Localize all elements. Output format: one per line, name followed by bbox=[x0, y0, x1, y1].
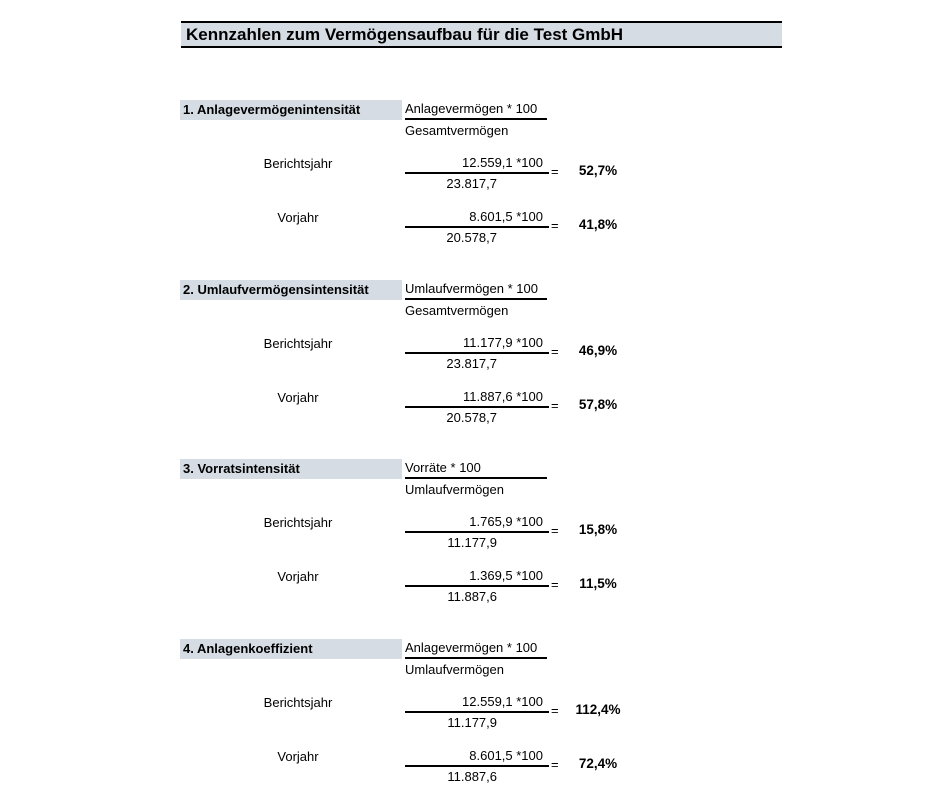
equals-sign: = bbox=[551, 523, 559, 538]
formula-denominator: Gesamtvermögen bbox=[405, 303, 509, 318]
section-umlaufvermoegensintensitaet: 2. Umlaufvermögensintensität Umlaufvermö… bbox=[0, 280, 926, 450]
calc-row-vorjahr: Vorjahr 8.601,5 *100 20.578,7 = 41,8% bbox=[0, 209, 926, 251]
fraction-numerator: 1.369,5 *100 bbox=[469, 568, 543, 583]
fraction-numerator: 11.887,6 *100 bbox=[463, 389, 543, 404]
section-header: 3. Vorratsintensität bbox=[180, 459, 402, 479]
equals-sign: = bbox=[551, 164, 559, 179]
row-label: Vorjahr bbox=[277, 749, 319, 764]
fraction-numerator: 12.559,1 *100 bbox=[462, 694, 543, 709]
calc-row-vorjahr: Vorjahr 8.601,5 *100 11.887,6 = 72,4% bbox=[0, 748, 926, 790]
formula-numerator: Anlagevermögen * 100 bbox=[405, 100, 547, 120]
formula-denominator: Umlaufvermögen bbox=[405, 482, 504, 497]
fraction-bar bbox=[405, 226, 549, 228]
fraction-numerator: 11.177,9 *100 bbox=[463, 335, 543, 350]
formula-numerator: Umlaufvermögen * 100 bbox=[405, 280, 547, 300]
fraction-denominator: 11.887,6 bbox=[447, 769, 497, 784]
fraction-denominator: 20.578,7 bbox=[446, 230, 497, 245]
fraction-denominator: 20.578,7 bbox=[446, 410, 497, 425]
fraction-denominator: 23.817,7 bbox=[446, 356, 497, 371]
equals-sign: = bbox=[551, 703, 559, 718]
fraction-numerator: 8.601,5 *100 bbox=[469, 209, 543, 224]
fraction-bar bbox=[405, 531, 549, 533]
row-label: Vorjahr bbox=[277, 569, 319, 584]
result-value: 46,9% bbox=[578, 343, 618, 358]
result-value: 112,4% bbox=[575, 702, 621, 717]
equals-sign: = bbox=[551, 398, 559, 413]
result-value: 41,8% bbox=[578, 217, 618, 232]
fraction-bar bbox=[405, 711, 549, 713]
result-value: 52,7% bbox=[578, 163, 618, 178]
calc-row-berichtsjahr: Berichtsjahr 12.559,1 *100 23.817,7 = 52… bbox=[0, 155, 926, 197]
calc-row-berichtsjahr: Berichtsjahr 12.559,1 *100 11.177,9 = 11… bbox=[0, 694, 926, 736]
section-header: 1. Anlagevermögenintensität bbox=[180, 100, 402, 120]
section-anlagenkoeffizient: 4. Anlagenkoeffizient Anlagevermögen * 1… bbox=[0, 639, 926, 809]
equals-sign: = bbox=[551, 344, 559, 359]
fraction-denominator: 23.817,7 bbox=[446, 176, 497, 191]
fraction-bar bbox=[405, 406, 549, 408]
equals-sign: = bbox=[551, 218, 559, 233]
equals-sign: = bbox=[551, 577, 559, 592]
fraction-denominator: 11.177,9 bbox=[447, 715, 497, 730]
equals-sign: = bbox=[551, 757, 559, 772]
fraction-numerator: 8.601,5 *100 bbox=[469, 748, 543, 763]
fraction-numerator: 1.765,9 *100 bbox=[469, 514, 543, 529]
section-header: 4. Anlagenkoeffizient bbox=[180, 639, 402, 659]
result-value: 15,8% bbox=[578, 522, 618, 537]
result-value: 11,5% bbox=[579, 576, 617, 591]
fraction-bar bbox=[405, 765, 549, 767]
calc-row-vorjahr: Vorjahr 1.369,5 *100 11.887,6 = 11,5% bbox=[0, 568, 926, 610]
row-label: Berichtsjahr bbox=[263, 336, 333, 351]
fraction-bar bbox=[405, 352, 549, 354]
calc-row-berichtsjahr: Berichtsjahr 11.177,9 *100 23.817,7 = 46… bbox=[0, 335, 926, 377]
calc-row-berichtsjahr: Berichtsjahr 1.765,9 *100 11.177,9 = 15,… bbox=[0, 514, 926, 556]
fraction-denominator: 11.177,9 bbox=[447, 535, 497, 550]
section-header: 2. Umlaufvermögensintensität bbox=[180, 280, 402, 300]
result-value: 72,4% bbox=[578, 756, 618, 771]
fraction-bar bbox=[405, 172, 549, 174]
formula-denominator: Umlaufvermögen bbox=[405, 662, 504, 677]
section-anlagevermoegenintensitaet: 1. Anlagevermögenintensität Anlagevermög… bbox=[0, 100, 926, 270]
calc-row-vorjahr: Vorjahr 11.887,6 *100 20.578,7 = 57,8% bbox=[0, 389, 926, 431]
row-label: Berichtsjahr bbox=[263, 156, 333, 171]
row-label: Berichtsjahr bbox=[263, 515, 333, 530]
fraction-numerator: 12.559,1 *100 bbox=[462, 155, 543, 170]
row-label: Berichtsjahr bbox=[263, 695, 333, 710]
formula-numerator: Vorräte * 100 bbox=[405, 459, 547, 479]
page-title: Kennzahlen zum Vermögensaufbau für die T… bbox=[181, 21, 782, 48]
row-label: Vorjahr bbox=[277, 390, 319, 405]
result-value: 57,8% bbox=[578, 397, 618, 412]
row-label: Vorjahr bbox=[277, 210, 319, 225]
formula-denominator: Gesamtvermögen bbox=[405, 123, 509, 138]
fraction-bar bbox=[405, 585, 549, 587]
formula-numerator: Anlagevermögen * 100 bbox=[405, 639, 547, 659]
fraction-denominator: 11.887,6 bbox=[447, 589, 497, 604]
section-vorratsintensitaet: 3. Vorratsintensität Vorräte * 100 Umlau… bbox=[0, 459, 926, 629]
